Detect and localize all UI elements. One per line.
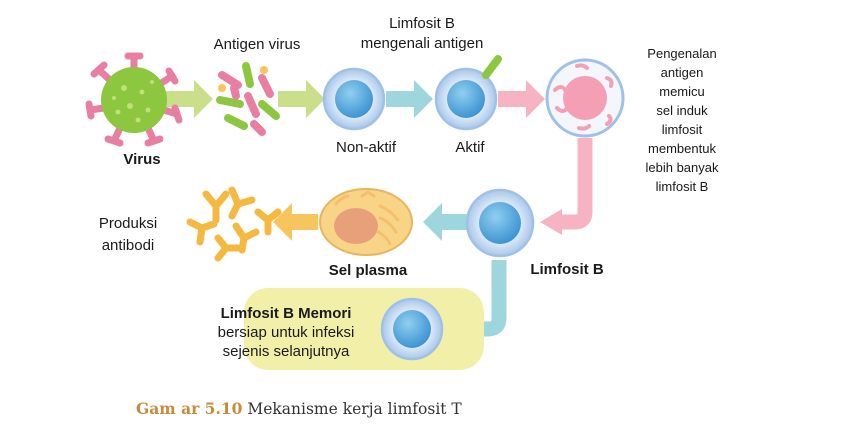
svg-text:limfosit: limfosit [662, 122, 703, 137]
antibody-icon [186, 186, 282, 262]
svg-text:limfosit B: limfosit B [656, 179, 709, 194]
svg-text:membentuk: membentuk [648, 141, 716, 156]
plasma-cell-icon [319, 188, 413, 256]
label-antibody-production-line2: antibodi [102, 237, 155, 254]
label-non-active: Non-aktif [336, 139, 397, 156]
label-antibody-production-line1: Produksi [99, 215, 157, 232]
label-memory-line2: sejenis selanjutnya [223, 343, 350, 360]
svg-text:sel induk: sel induk [656, 103, 708, 118]
non-active-b-cell-icon [322, 67, 386, 131]
figure-number: Gam ar 5.10 [136, 399, 243, 418]
memory-b-cell-icon [380, 297, 444, 361]
svg-text:memicu: memicu [659, 84, 705, 99]
lymphocyte-b-cell-icon [465, 188, 535, 258]
label-antigen-recognition: Pengenalan antigen memicu sel induk limf… [646, 46, 719, 194]
arrow-nonactive-to-active [386, 80, 433, 118]
active-b-cell-icon [434, 55, 502, 131]
label-b-recognizes-line1: Limfosit B [389, 15, 455, 32]
antigen-fragments-icon [216, 62, 280, 136]
figure-caption: Gam ar 5.10 Mekanisme kerja limfosit T [136, 399, 462, 418]
label-memory-title: Limfosit B Memori [221, 305, 352, 322]
arrow-virus-to-antigen [166, 80, 213, 118]
stem-cell-icon [545, 58, 625, 138]
arrow-active-to-stem-cell [498, 80, 545, 118]
label-memory-line1: bersiap untuk infeksi [218, 324, 355, 341]
arrow-antigen-to-nonactive [278, 80, 325, 118]
label-plasma-cell: Sel plasma [329, 262, 408, 279]
arrow-stem-cell-to-lymphocyte [540, 138, 593, 235]
svg-text:Pengenalan: Pengenalan [647, 46, 716, 61]
label-virus: Virus [123, 151, 160, 168]
figure-title: Mekanisme kerja limfosit T [242, 400, 462, 418]
arrow-lymphocyte-to-plasma [423, 203, 470, 241]
arrow-plasma-to-antibody [273, 203, 318, 241]
svg-text:antigen: antigen [661, 65, 704, 80]
label-antigen-virus: Antigen virus [214, 36, 301, 53]
label-lymphocyte-b: Limfosit B [530, 261, 603, 278]
virus-icon [85, 52, 183, 147]
svg-text:lebih banyak: lebih banyak [646, 160, 719, 175]
label-active: Aktif [455, 139, 485, 156]
label-b-recognizes-line2: mengenali antigen [361, 35, 484, 52]
